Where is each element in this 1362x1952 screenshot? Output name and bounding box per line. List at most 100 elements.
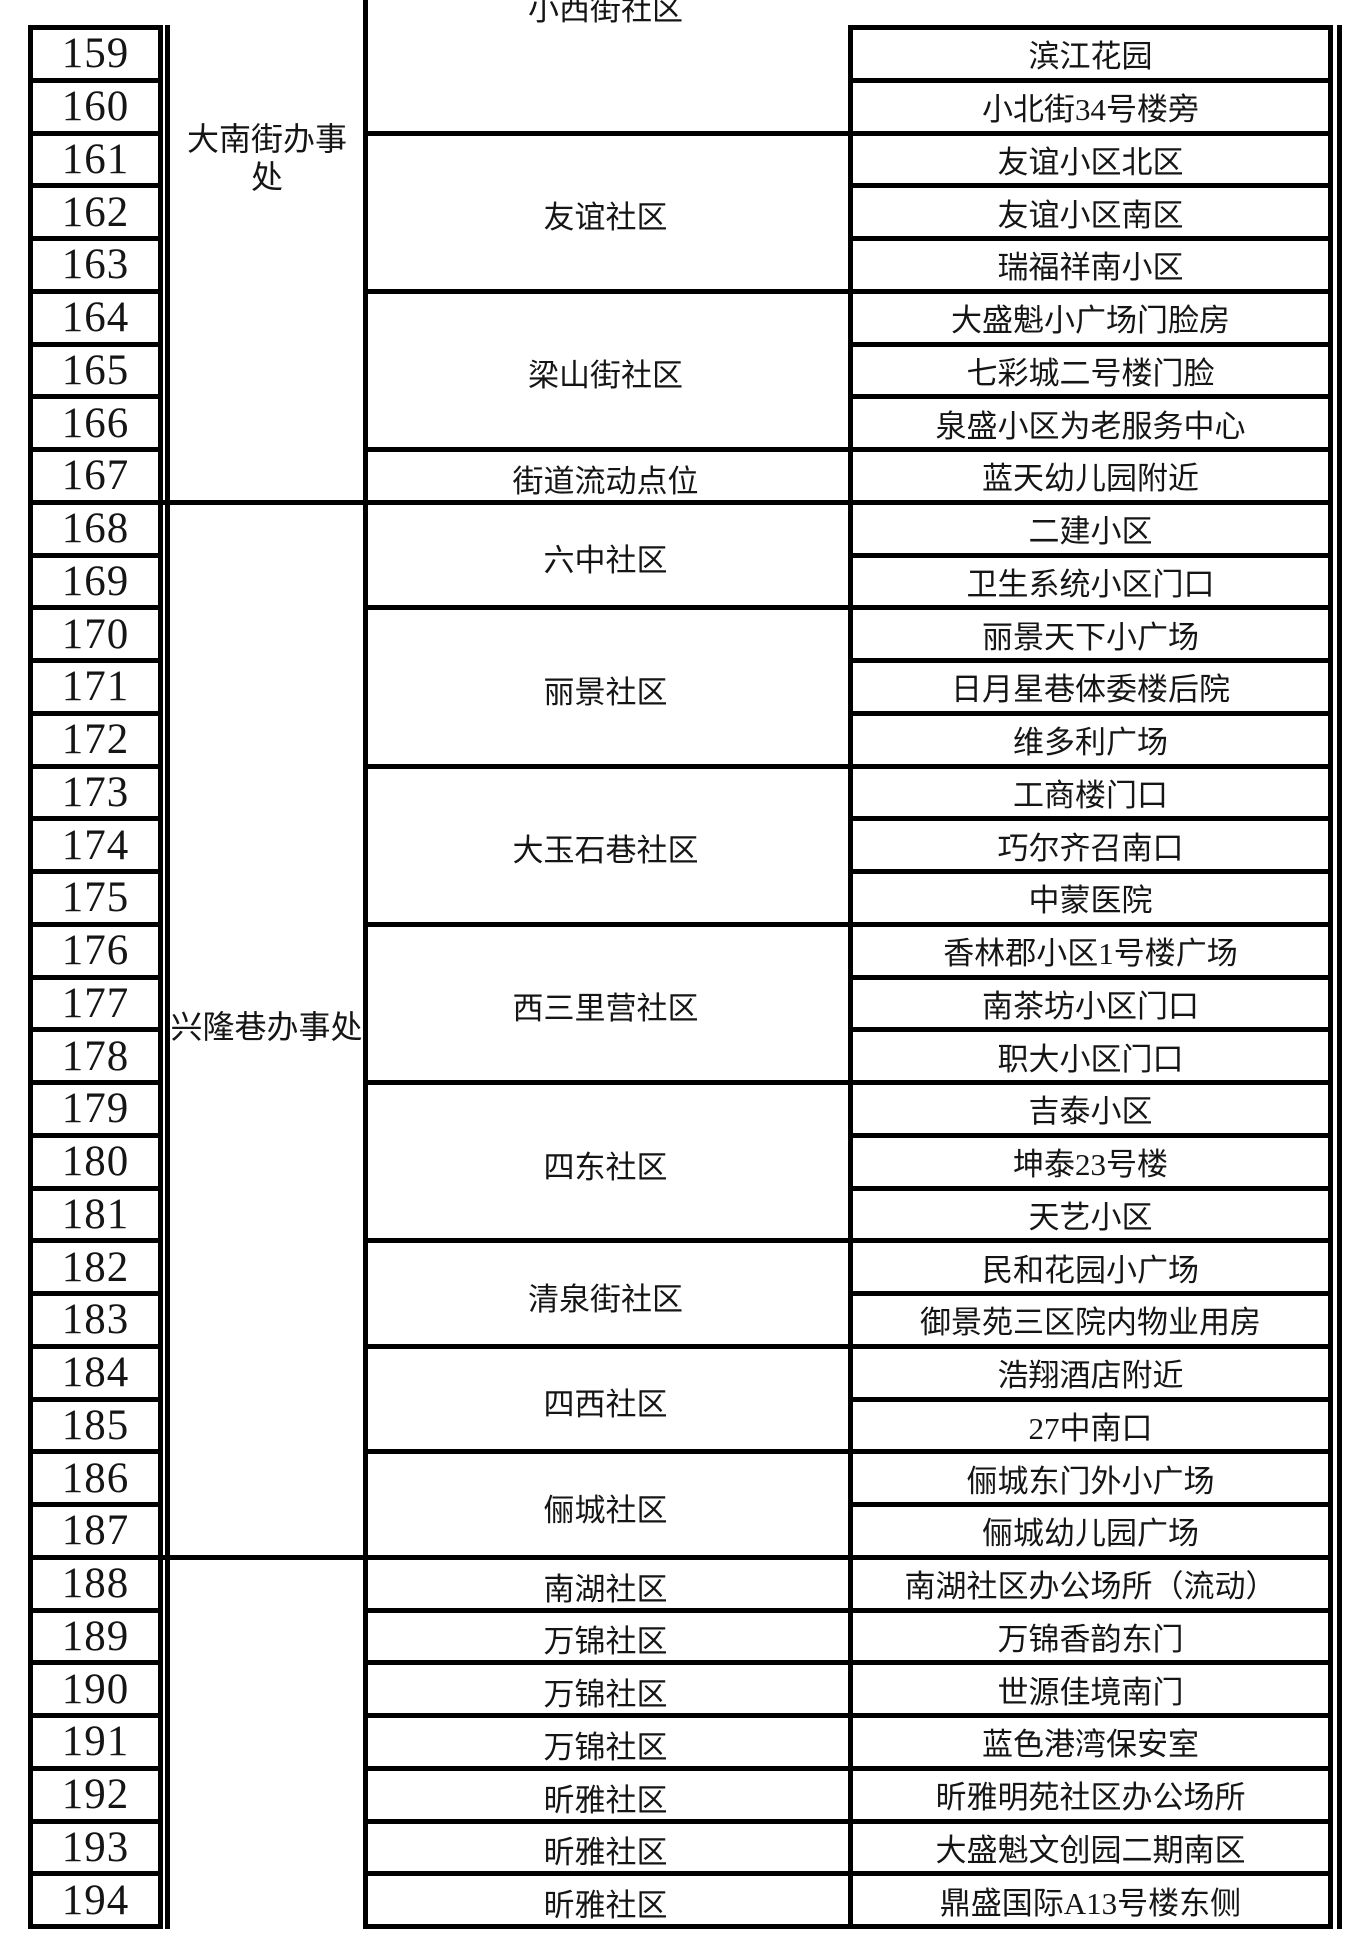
row-number-cell: 177: [28, 974, 163, 1033]
community-cell: 友谊社区: [363, 130, 848, 294]
location-cell: 丽景天下小广场: [848, 605, 1333, 663]
location-cell: 大盛魁文创园二期南区: [848, 1818, 1333, 1877]
community-cell: 四西社区: [363, 1343, 848, 1455]
location-cell: 南茶坊小区门口: [848, 974, 1333, 1033]
location-cell: 昕雅明苑社区办公场所: [848, 1765, 1333, 1824]
row-number-cell: 166: [28, 394, 163, 452]
row-number-cell: 162: [28, 183, 163, 241]
continued-community-label: 小西街社区: [528, 0, 683, 27]
location-cell: 浩翔酒店附近: [848, 1343, 1333, 1402]
community-cell: 万锦社区: [363, 1713, 848, 1771]
location-cell: 27中南口: [848, 1396, 1333, 1455]
office-label: 兴隆巷办事处: [170, 1009, 363, 1046]
location-cell: 七彩城二号楼门脸: [848, 341, 1333, 400]
table-bottom-border: [363, 1924, 853, 1929]
location-cell: 万锦香韵东门: [848, 1607, 1333, 1666]
community-cell: 四东社区: [363, 1080, 848, 1243]
row-number-cell: 174: [28, 816, 163, 874]
row-number-cell: 192: [28, 1765, 163, 1824]
row-number-cell: 167: [28, 447, 163, 505]
row-number-cell: 187: [28, 1502, 163, 1560]
community-cell: 丽景社区: [363, 605, 848, 768]
location-cell: 天艺小区: [848, 1185, 1333, 1244]
location-cell: 滨江花园: [848, 25, 1333, 83]
location-cell: 友谊小区北区: [848, 130, 1333, 189]
row-number-cell: 190: [28, 1660, 163, 1718]
row-number-cell: 159: [28, 25, 163, 83]
community-cell: 万锦社区: [363, 1660, 848, 1718]
row-number-cell: 160: [28, 77, 163, 136]
row-number-cell: 188: [28, 1554, 163, 1613]
row-number-cell: 182: [28, 1238, 163, 1296]
location-cell: 世源佳境南门: [848, 1660, 1333, 1718]
location-cell: 二建小区: [848, 499, 1333, 558]
row-number-cell: 173: [28, 763, 163, 822]
row-number-cell: 169: [28, 552, 163, 611]
location-cell: 职大小区门口: [848, 1027, 1333, 1085]
row-number-cell: 175: [28, 869, 163, 927]
location-cell: 巧尔齐召南口: [848, 816, 1333, 874]
row-number-cell: 183: [28, 1291, 163, 1349]
row-number-cell: 172: [28, 710, 163, 769]
community-cell: 六中社区: [363, 499, 848, 611]
location-cell: 吉泰小区: [848, 1080, 1333, 1138]
row-number-cell: 171: [28, 658, 163, 716]
location-cell: 南湖社区办公场所（流动）: [848, 1554, 1333, 1613]
office-section-divider: [160, 499, 368, 505]
table-outer-right-border: [1337, 25, 1342, 1929]
community-cell: 清泉街社区: [363, 1238, 848, 1349]
row-number-cell: 164: [28, 288, 163, 347]
community-cell: 万锦社区: [363, 1607, 848, 1666]
location-cell: 坤泰23号楼: [848, 1132, 1333, 1191]
row-number-cell: 170: [28, 605, 163, 663]
row-number-cell: 189: [28, 1607, 163, 1666]
row-number-cell: 161: [28, 130, 163, 189]
community-cell: 俪城社区: [363, 1449, 848, 1560]
location-cell: 工商楼门口: [848, 763, 1333, 822]
location-cell: 俪城幼儿园广场: [848, 1502, 1333, 1560]
community-cell: 梁山街社区: [363, 288, 848, 452]
row-number-cell: 185: [28, 1396, 163, 1455]
location-cell: 大盛魁小广场门脸房: [848, 288, 1333, 347]
location-cell: 卫生系统小区门口: [848, 552, 1333, 611]
community-cell: 昕雅社区: [363, 1765, 848, 1824]
community-cell: 大玉石巷社区: [363, 763, 848, 927]
location-cell: 友谊小区南区: [848, 183, 1333, 241]
office-section-divider: [160, 1554, 368, 1560]
row-number-cell: 163: [28, 236, 163, 294]
community-cell: 西三里营社区: [363, 921, 848, 1085]
location-cell: 小北街34号楼旁: [848, 77, 1333, 136]
table-grid-line-col1-col2: [165, 25, 170, 1929]
row-number-cell: 165: [28, 341, 163, 400]
row-number-cell: 181: [28, 1185, 163, 1244]
row-number-cell: 184: [28, 1343, 163, 1402]
location-cell: 鼎盛国际A13号楼东侧: [848, 1871, 1333, 1929]
row-number-cell: 193: [28, 1818, 163, 1877]
row-number-cell: 186: [28, 1449, 163, 1507]
row-number-cell: 168: [28, 499, 163, 558]
location-cell: 御景苑三区院内物业用房: [848, 1291, 1333, 1349]
office-label: 大南街办事处: [186, 121, 347, 195]
row-number-cell: 178: [28, 1027, 163, 1085]
community-cell: 街道流动点位: [363, 447, 848, 505]
location-cell: 民和花园小广场: [848, 1238, 1333, 1296]
location-cell: 香林郡小区1号楼广场: [848, 921, 1333, 980]
location-cell: 蓝天幼儿园附近: [848, 447, 1333, 505]
row-number-cell: 191: [28, 1713, 163, 1771]
location-cell: 瑞福祥南小区: [848, 236, 1333, 294]
location-cell: 维多利广场: [848, 710, 1333, 769]
community-cell: 南湖社区: [363, 1554, 848, 1613]
location-cell: 日月星巷体委楼后院: [848, 658, 1333, 716]
community-cell: 昕雅社区: [363, 1871, 848, 1929]
location-cell: 俪城东门外小广场: [848, 1449, 1333, 1507]
row-number-cell: 179: [28, 1080, 163, 1138]
row-number-cell: 176: [28, 921, 163, 980]
location-cell: 中蒙医院: [848, 869, 1333, 927]
row-number-cell: 194: [28, 1871, 163, 1929]
location-cell: 泉盛小区为老服务中心: [848, 394, 1333, 452]
location-cell: 蓝色港湾保安室: [848, 1713, 1333, 1771]
community-cell: 昕雅社区: [363, 1818, 848, 1877]
row-number-cell: 180: [28, 1132, 163, 1191]
table-grid-line-col2-col3: [363, 0, 368, 1929]
